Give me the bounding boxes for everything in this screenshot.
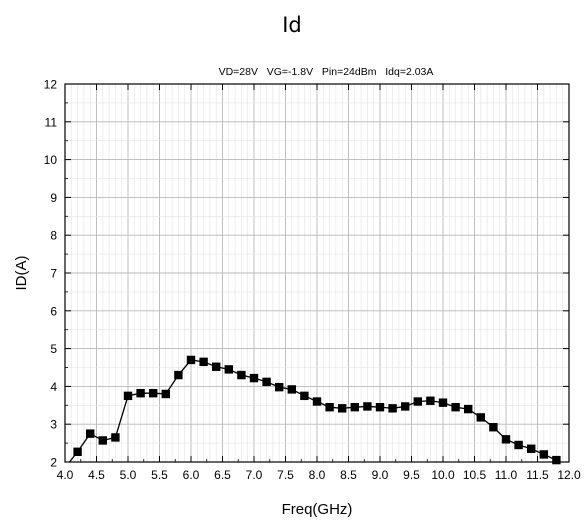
data-point — [111, 433, 120, 442]
y-tick-label: 8 — [50, 229, 57, 243]
y-tick-label: 5 — [50, 342, 57, 356]
x-tick-label: 5.0 — [120, 468, 137, 482]
x-tick-labels: 4.0 4.5 5.0 5.5 6.0 6.5 7.0 7.5 8.0 8.5 9.0 9.5 10.0… — [57, 468, 581, 482]
data-point — [123, 391, 133, 401]
data-point — [161, 389, 170, 399]
data-point — [401, 402, 410, 411]
data-point — [388, 404, 397, 413]
data-point — [212, 362, 221, 371]
x-tick-label: 10.0 — [431, 468, 455, 482]
chart-title: Id — [282, 13, 302, 37]
data-point — [237, 370, 246, 380]
data-point — [149, 389, 158, 398]
data-point — [501, 435, 511, 444]
x-axis-label: Freq(GHz) — [282, 501, 353, 518]
plot-frame — [64, 83, 570, 463]
data-point — [552, 455, 561, 465]
x-tick-label: 8.0 — [309, 468, 326, 482]
y-tick-label: 2 — [50, 456, 57, 470]
x-tick-label: 6.0 — [183, 468, 200, 482]
data-point — [300, 391, 309, 401]
x-tick-label: 7.0 — [246, 468, 263, 482]
data-point — [451, 402, 460, 412]
y-tick-label: 7 — [50, 267, 57, 281]
data-point — [489, 423, 498, 432]
data-point — [350, 402, 359, 412]
data-point — [426, 396, 435, 405]
data-point — [199, 357, 208, 367]
data-point — [464, 404, 473, 414]
data-point — [514, 440, 523, 450]
data-point — [325, 402, 334, 412]
data-point — [98, 436, 107, 445]
series-line — [68, 359, 557, 462]
x-tick-label: 11.5 — [526, 468, 549, 482]
data-point — [438, 398, 448, 407]
x-tick-label: 5.5 — [151, 468, 168, 482]
data-point — [338, 404, 347, 413]
data-point — [136, 389, 145, 398]
data-point — [73, 447, 82, 456]
x-tick-label: 4.0 — [57, 468, 74, 482]
data-point — [275, 382, 284, 392]
x-tick-label: 9.0 — [372, 468, 389, 482]
y-tick-label: 9 — [50, 191, 57, 205]
y-tick-label: 10 — [44, 153, 58, 167]
data-point — [476, 413, 485, 422]
x-tick-label: 12.0 — [557, 468, 581, 482]
x-tick-label: 11.0 — [495, 468, 518, 482]
x-tick-label: 4.5 — [88, 468, 105, 482]
data-point — [363, 402, 372, 411]
data-point — [262, 377, 271, 387]
data-point — [249, 373, 259, 383]
y-tick-label: 12 — [44, 78, 58, 92]
data-point — [186, 355, 196, 365]
x-tick-label: 10.5 — [463, 468, 487, 482]
chart-subtitle: VD=28V VG=-1.8V Pin=24dBm Idq=2.03A — [219, 66, 434, 78]
y-tick-labels: 2 3 4 5 6 7 8 9 10 11 12 — [44, 78, 58, 470]
series-layer — [68, 355, 561, 465]
data-point — [312, 397, 322, 406]
data-point — [224, 365, 233, 374]
data-point — [287, 385, 296, 394]
y-tick-label: 3 — [50, 418, 57, 432]
y-tick-label: 4 — [50, 380, 57, 394]
x-tick-label: 7.5 — [277, 468, 294, 482]
data-point — [539, 450, 548, 459]
y-tick-label: 11 — [45, 115, 58, 129]
x-tick-label: 6.5 — [214, 468, 231, 482]
data-point — [375, 402, 385, 412]
data-point — [527, 444, 536, 453]
x-tick-label: 9.5 — [403, 468, 420, 482]
data-point — [413, 397, 422, 406]
data-point — [174, 370, 183, 380]
x-tick-label: 8.5 — [340, 468, 357, 482]
y-axis-label: ID(A) — [13, 256, 30, 291]
y-tick-label: 6 — [50, 304, 57, 318]
data-point — [86, 429, 95, 438]
